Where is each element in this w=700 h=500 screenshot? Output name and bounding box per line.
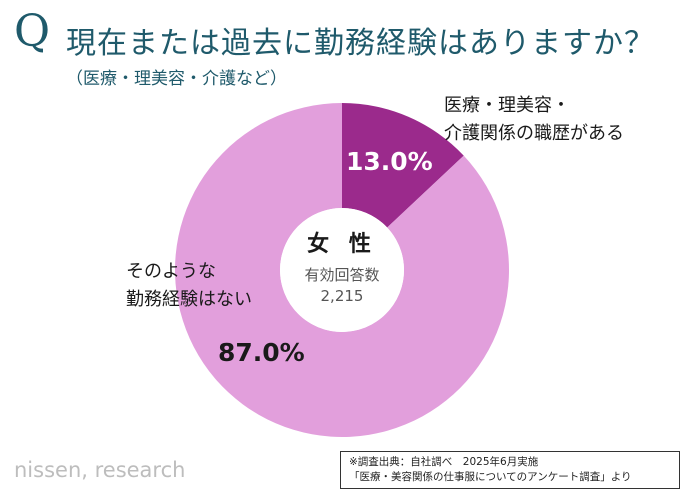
slice-label-has-experience-line2: 介護関係の職歴がある	[444, 123, 624, 144]
donut-hole	[280, 208, 404, 332]
slice-value-has-experience: 13.0%	[346, 147, 433, 176]
source-note-line2: 「医療・美容関係の仕事服についてのアンケート調査」より	[349, 471, 632, 483]
donut-center-info: 女 性 有効回答数 2,215	[272, 226, 412, 305]
chart-subtitle: （医療・理美容・介護など）	[66, 69, 287, 89]
donut-slice-no-experience	[174, 103, 509, 437]
chart-title: 現在または過去に勤務経験はありますか？	[66, 26, 655, 61]
donut-slice-has-experience	[342, 103, 464, 228]
center-responses-count: 2,215	[320, 287, 364, 305]
slice-value-no-experience: 87.0%	[218, 338, 305, 367]
source-note-box: ※調査出典：自社調べ 2025年6月実施 「医療・美容関係の仕事服についてのアン…	[340, 451, 680, 489]
source-note-line1: ※調査出典：自社調べ 2025年6月実施	[349, 456, 539, 468]
question-mark-q: Q	[14, 6, 51, 57]
slice-label-no-experience-line1: そのような	[126, 261, 216, 282]
slice-label-no-experience: そのような 勤務経験はない	[126, 258, 252, 314]
slice-label-no-experience-line2: 勤務経験はない	[126, 289, 252, 310]
slice-label-has-experience-line1: 医療・理美容・	[444, 95, 570, 116]
center-gender-label: 女 性	[307, 232, 377, 257]
center-responses-label: 有効回答数	[304, 266, 380, 284]
brand-logo: nissen, research	[14, 458, 186, 482]
slice-label-has-experience: 医療・理美容・ 介護関係の職歴がある	[444, 92, 624, 148]
